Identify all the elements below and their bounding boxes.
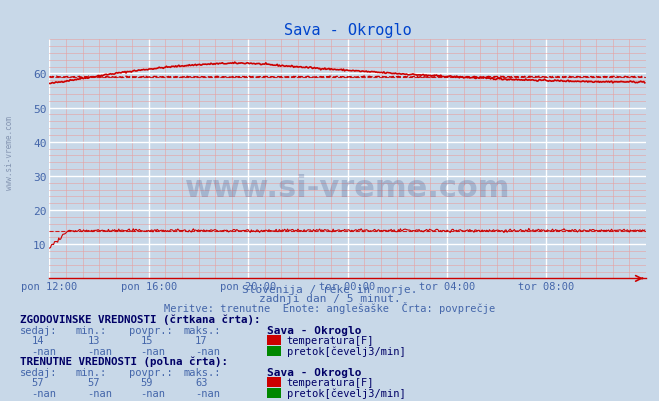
Text: 63: 63 xyxy=(195,377,208,387)
Text: Meritve: trenutne  Enote: anglešaške  Črta: povprečje: Meritve: trenutne Enote: anglešaške Črta… xyxy=(164,301,495,313)
Text: sedaj:: sedaj: xyxy=(20,367,57,377)
Text: 59: 59 xyxy=(140,377,153,387)
Text: pretok[čevelj3/min]: pretok[čevelj3/min] xyxy=(287,345,405,356)
Text: www.si-vreme.com: www.si-vreme.com xyxy=(5,115,14,189)
Text: 13: 13 xyxy=(88,335,100,345)
Text: Sava - Okroglo: Sava - Okroglo xyxy=(267,367,361,377)
Text: Sava - Okroglo: Sava - Okroglo xyxy=(267,325,361,335)
Text: temperatura[F]: temperatura[F] xyxy=(287,377,374,387)
Text: -nan: -nan xyxy=(88,346,113,356)
Text: povpr.:: povpr.: xyxy=(129,367,172,377)
Text: -nan: -nan xyxy=(140,346,165,356)
Text: povpr.:: povpr.: xyxy=(129,325,172,335)
Text: 57: 57 xyxy=(88,377,100,387)
Text: maks.:: maks.: xyxy=(183,325,221,335)
Text: min.:: min.: xyxy=(76,325,107,335)
Text: -nan: -nan xyxy=(32,346,57,356)
Text: zadnji dan / 5 minut.: zadnji dan / 5 minut. xyxy=(258,294,401,304)
Text: -nan: -nan xyxy=(140,388,165,398)
Text: ZGODOVINSKE VREDNOSTI (črtkana črta):: ZGODOVINSKE VREDNOSTI (črtkana črta): xyxy=(20,314,260,324)
Text: sedaj:: sedaj: xyxy=(20,325,57,335)
Text: 15: 15 xyxy=(140,335,153,345)
Text: -nan: -nan xyxy=(32,388,57,398)
Text: 17: 17 xyxy=(195,335,208,345)
Text: maks.:: maks.: xyxy=(183,367,221,377)
Text: -nan: -nan xyxy=(88,388,113,398)
Text: pretok[čevelj3/min]: pretok[čevelj3/min] xyxy=(287,387,405,398)
Text: 14: 14 xyxy=(32,335,44,345)
Title: Sava - Okroglo: Sava - Okroglo xyxy=(284,22,411,38)
Text: 57: 57 xyxy=(32,377,44,387)
Text: -nan: -nan xyxy=(195,346,220,356)
Text: TRENUTNE VREDNOSTI (polna črta):: TRENUTNE VREDNOSTI (polna črta): xyxy=(20,356,228,366)
Text: temperatura[F]: temperatura[F] xyxy=(287,335,374,345)
Text: Slovenija / reke in morje.: Slovenija / reke in morje. xyxy=(242,284,417,294)
Text: min.:: min.: xyxy=(76,367,107,377)
Text: -nan: -nan xyxy=(195,388,220,398)
Text: www.si-vreme.com: www.si-vreme.com xyxy=(185,174,510,203)
